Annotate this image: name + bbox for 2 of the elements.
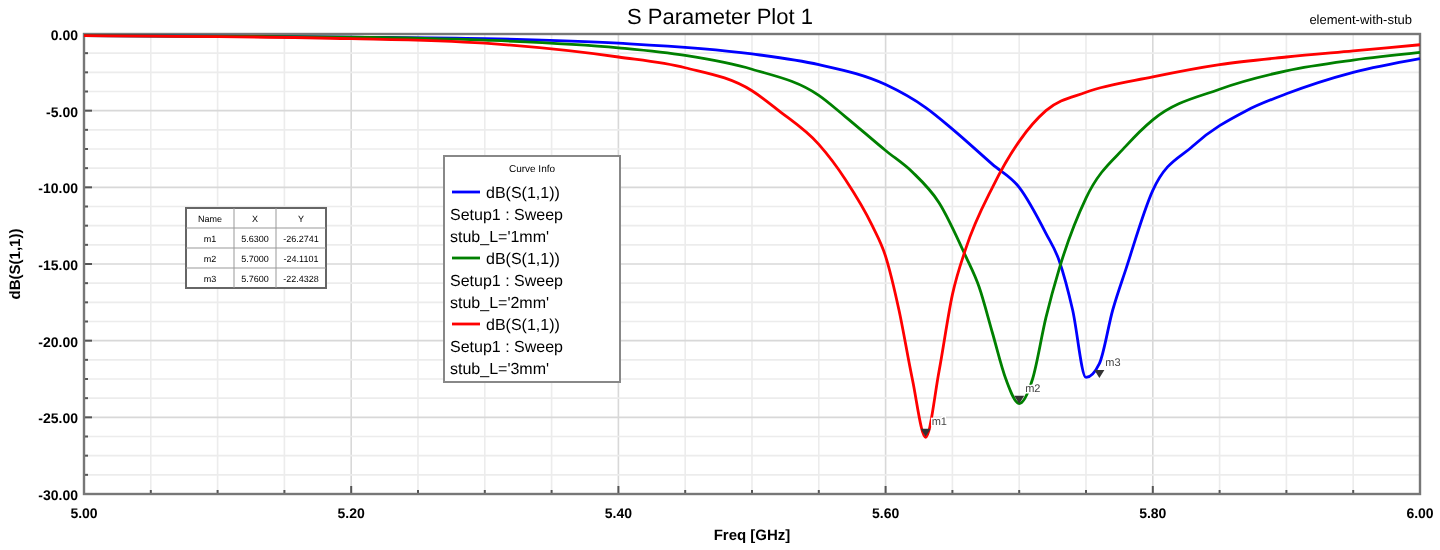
legend-label: dB(S(1,1)) Setup1 : Sweep stub_L='3mm' <box>450 316 565 378</box>
chart-title: S Parameter Plot 1 <box>627 6 813 30</box>
